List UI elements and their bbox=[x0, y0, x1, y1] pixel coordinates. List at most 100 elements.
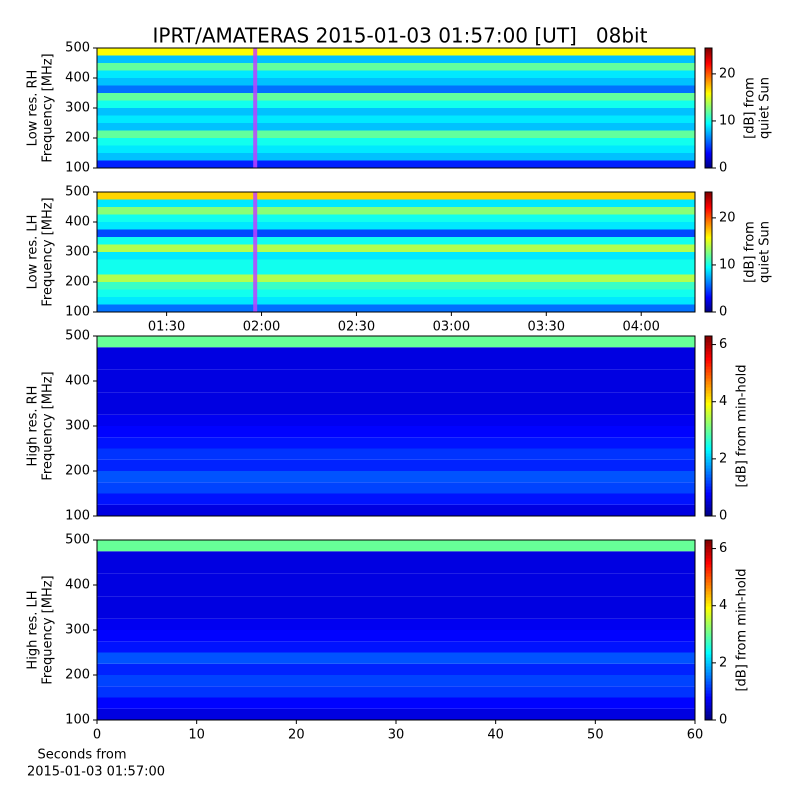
colorbar-segment bbox=[705, 126, 712, 129]
colorbar-segment bbox=[705, 60, 712, 63]
colorbar-segment bbox=[705, 164, 712, 167]
y-tick-label: 100 bbox=[65, 713, 90, 728]
y-tick-label: 400 bbox=[65, 374, 90, 389]
colorbar-segment bbox=[705, 378, 712, 382]
colorbar-tick-label: 4 bbox=[719, 394, 727, 409]
heatmap-cell bbox=[97, 123, 695, 131]
colorbar-segment bbox=[705, 152, 712, 155]
heatmap-cell bbox=[97, 596, 695, 608]
colorbar-segment bbox=[705, 693, 712, 697]
colorbar-tick-label: 0 bbox=[719, 713, 727, 728]
y-tick-label: 500 bbox=[65, 41, 90, 56]
colorbar-segment bbox=[705, 540, 712, 544]
colorbar-segment bbox=[705, 158, 712, 161]
heatmap-cell bbox=[97, 252, 695, 260]
colorbar-segment bbox=[705, 360, 712, 364]
heatmap-cell bbox=[97, 697, 695, 709]
colorbar-segment bbox=[705, 88, 712, 91]
colorbar-segment bbox=[705, 160, 712, 163]
colorbar-segment bbox=[705, 486, 712, 490]
colorbar-segment bbox=[705, 663, 712, 667]
colorbar-segment bbox=[705, 468, 712, 472]
heatmap-cell bbox=[97, 282, 695, 290]
x-tick-label: 01:30 bbox=[148, 320, 185, 335]
colorbar-segment bbox=[705, 124, 712, 127]
colorbar-segment bbox=[705, 92, 712, 95]
colorbar-segment bbox=[705, 284, 712, 287]
colorbar-tick-label: 0 bbox=[719, 509, 727, 524]
colorbar-segment bbox=[705, 304, 712, 307]
colorbar-segment bbox=[705, 657, 712, 661]
colorbar-segment bbox=[705, 339, 712, 343]
colorbar-segment bbox=[705, 84, 712, 87]
heatmap-cell bbox=[97, 138, 695, 146]
y-tick-label: 400 bbox=[65, 578, 90, 593]
colorbar-segment bbox=[705, 633, 712, 637]
colorbar-segment bbox=[705, 492, 712, 496]
colorbar-segment bbox=[705, 208, 712, 211]
colorbar-segment bbox=[705, 429, 712, 433]
colorbar-segment bbox=[705, 606, 712, 610]
y-tick-label: 300 bbox=[65, 101, 90, 116]
x-tick-label: 03:00 bbox=[433, 320, 470, 335]
colorbar-segment bbox=[705, 426, 712, 430]
x-tick-label: 60 bbox=[687, 728, 704, 743]
heatmap-cell bbox=[97, 482, 695, 494]
colorbar-segment bbox=[705, 555, 712, 559]
colorbar-segment bbox=[705, 387, 712, 391]
colorbar-segment bbox=[705, 438, 712, 442]
colorbar-segment bbox=[705, 585, 712, 589]
colorbar-segment bbox=[705, 375, 712, 379]
y-axis-label: High res. RH bbox=[26, 386, 41, 467]
colorbar-segment bbox=[705, 262, 712, 265]
colorbar-segment bbox=[705, 630, 712, 634]
x-tick-label: 50 bbox=[587, 728, 604, 743]
x-tick-label: 03:30 bbox=[528, 320, 565, 335]
heatmap-cell bbox=[97, 100, 695, 108]
colorbar-segment bbox=[705, 294, 712, 297]
y-tick-label: 100 bbox=[65, 161, 90, 176]
y-axis-label: High res. LH bbox=[26, 590, 41, 669]
colorbar-segment bbox=[705, 396, 712, 400]
colorbar-segment bbox=[705, 142, 712, 145]
colorbar-tick-label: 10 bbox=[719, 113, 736, 128]
heatmap-cell bbox=[97, 297, 695, 305]
colorbar-segment bbox=[705, 675, 712, 679]
colorbar-segment bbox=[705, 717, 712, 721]
colorbar-segment bbox=[705, 423, 712, 427]
heatmap-cell bbox=[97, 426, 695, 438]
heatmap-cell bbox=[97, 708, 695, 720]
y-tick-label: 200 bbox=[65, 131, 90, 146]
colorbar-segment bbox=[705, 549, 712, 553]
y-tick-label: 400 bbox=[65, 215, 90, 230]
colorbar-segment bbox=[705, 148, 712, 151]
colorbar-segment bbox=[705, 310, 712, 313]
figure-title: IPRT/AMATERAS 2015-01-03 01:57:00 [UT] 0… bbox=[153, 24, 648, 48]
colorbar-segment bbox=[705, 480, 712, 484]
colorbar-segment bbox=[705, 384, 712, 388]
heatmap-cell bbox=[97, 108, 695, 116]
colorbar-frame bbox=[704, 335, 713, 517]
colorbar-segment bbox=[705, 156, 712, 159]
colorbar-segment bbox=[705, 471, 712, 475]
colorbar-segment bbox=[705, 144, 712, 147]
colorbar-segment bbox=[705, 651, 712, 655]
colorbar-segment bbox=[705, 236, 712, 239]
y-axis-label: Frequency [MHz] bbox=[41, 575, 56, 684]
y-axis-label: Frequency [MHz] bbox=[41, 371, 56, 480]
colorbar-segment bbox=[705, 70, 712, 73]
colorbar-segment bbox=[705, 224, 712, 227]
colorbar-segment bbox=[705, 336, 712, 340]
heatmap-cell bbox=[97, 471, 695, 483]
colorbar-segment bbox=[705, 274, 712, 277]
colorbar-label: [dB] from min-hold bbox=[735, 364, 750, 487]
colorbar-segment bbox=[705, 230, 712, 233]
heatmap-cell bbox=[97, 414, 695, 426]
colorbar-segment bbox=[705, 366, 712, 370]
heatmap-cell bbox=[97, 369, 695, 381]
colorbar-segment bbox=[705, 104, 712, 107]
colorbar-segment bbox=[705, 204, 712, 207]
colorbar-tick-label: 6 bbox=[719, 337, 727, 352]
colorbar-segment bbox=[705, 290, 712, 293]
colorbar-label: [dB] from bbox=[743, 77, 758, 139]
